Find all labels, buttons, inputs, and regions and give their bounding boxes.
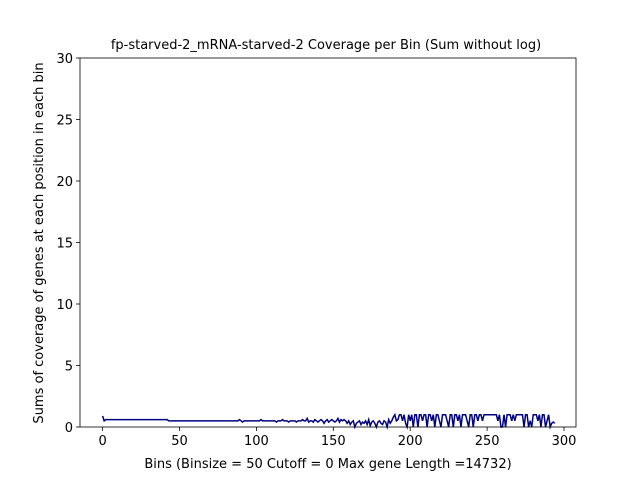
y-tick-label: 15 [56,237,73,252]
x-tick-label: 300 [552,434,577,449]
data-line [101,412,556,430]
x-tick-label: 150 [321,434,346,449]
y-tick-label: 10 [56,298,73,313]
x-tick-label: 250 [475,434,500,449]
chart-title: fp-starved-2_mRNA-starved-2 Coverage per… [111,38,541,53]
x-tick-label: 0 [98,434,106,449]
x-tick-label: 200 [398,434,423,449]
x-tick-label: 100 [244,434,269,449]
y-tick-label: 20 [56,175,73,190]
plot-frame [79,57,577,428]
y-tick-label: 5 [65,360,73,375]
x-tick-label: 50 [171,434,188,449]
y-tick-label: 25 [56,114,73,129]
y-axis-label: Sums of coverage of genes at each positi… [32,62,47,423]
y-tick-label: 0 [65,421,73,436]
y-tick-label: 30 [56,52,73,67]
x-axis-label: Bins (Binsize = 50 Cutoff = 0 Max gene L… [144,457,511,472]
